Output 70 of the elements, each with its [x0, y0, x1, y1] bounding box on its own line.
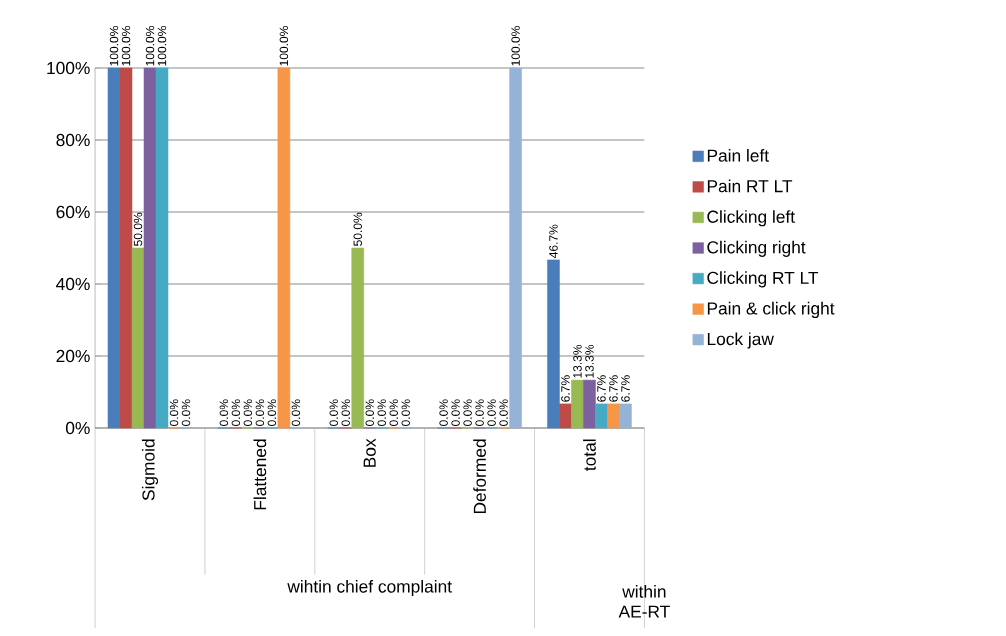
data-label: 0.0%: [389, 399, 398, 426]
data-label: 6.7%: [597, 375, 606, 402]
data-label: 0.0%: [219, 399, 229, 426]
data-label: 0.0%: [499, 399, 508, 426]
data-label: 0.0%: [451, 399, 460, 426]
legend-label: Clicking right: [707, 240, 806, 257]
y-tick-label: 20%: [56, 349, 90, 363]
x-tick-label: Flattened: [253, 439, 267, 510]
data-label: 100.0%: [157, 26, 167, 66]
bar: [143, 67, 157, 429]
bar: [509, 67, 522, 429]
data-label: 100.0%: [145, 26, 155, 66]
text: wihtin chief complaint: [287, 579, 452, 597]
y-tick-label: 40%: [56, 277, 90, 291]
data-label: 0.0%: [475, 399, 484, 426]
y-tick-label: 100%: [47, 61, 90, 75]
bar: [351, 247, 365, 429]
bar: [107, 67, 121, 429]
data-label: 0.0%: [181, 399, 191, 426]
data-label: 46.7%: [549, 224, 558, 259]
y-tick-label: 0%: [65, 421, 90, 435]
bar: [571, 379, 584, 429]
data-label: 100.0%: [279, 26, 289, 66]
data-label: 0.0%: [291, 399, 301, 426]
data-label: 6.7%: [609, 375, 618, 402]
data-label: 0.0%: [267, 399, 277, 426]
bar: [131, 247, 145, 429]
data-label: 0.0%: [243, 399, 253, 426]
legend-label: Pain & click right: [707, 301, 835, 318]
data-label: 13.3%: [585, 344, 594, 378]
y-tick-label: 80%: [56, 133, 90, 147]
data-label: 0.0%: [463, 399, 472, 426]
data-label: 0.0%: [365, 399, 374, 426]
bar: [607, 403, 620, 429]
bar: [155, 67, 169, 429]
bar: [559, 403, 572, 429]
bar: [595, 403, 608, 429]
data-label: 0.0%: [231, 399, 241, 426]
legend-label: Lock jaw: [707, 332, 774, 349]
data-label: 0.0%: [169, 399, 179, 426]
bar: [277, 67, 291, 429]
bar: [583, 379, 596, 429]
data-label: 13.3%: [573, 344, 582, 378]
x-tick-label: Box: [363, 438, 376, 467]
data-label: 100.0%: [511, 26, 520, 66]
bar: [619, 403, 632, 429]
legend-label: Pain RT LT: [707, 179, 793, 193]
x-tick-label: total: [583, 439, 596, 471]
bar: [119, 67, 133, 429]
x-tick-label: Deformed: [473, 439, 486, 514]
data-label: 100.0%: [121, 26, 131, 66]
bar: [547, 259, 560, 429]
data-label: 0.0%: [329, 399, 338, 426]
legend-label: Clicking left: [707, 210, 795, 227]
x-tick-label: Sigmoid: [141, 439, 159, 501]
legend-label: Pain left: [707, 149, 769, 162]
data-label: 0.0%: [487, 399, 496, 426]
data-label: 50.0%: [353, 212, 362, 246]
data-label: 6.7%: [621, 375, 630, 402]
data-label: 0.0%: [377, 399, 386, 426]
data-label: 50.0%: [133, 212, 143, 246]
data-label: 100.0%: [109, 26, 119, 66]
data-label: 0.0%: [401, 399, 410, 426]
data-label: 0.0%: [439, 399, 448, 426]
data-label: 0.0%: [341, 399, 350, 426]
legend-label: Clicking RT LT: [707, 271, 819, 288]
text: within AE-RT: [618, 585, 670, 618]
data-label: 6.7%: [561, 375, 570, 402]
y-tick-label: 60%: [56, 205, 90, 219]
data-label: 0.0%: [255, 399, 265, 426]
